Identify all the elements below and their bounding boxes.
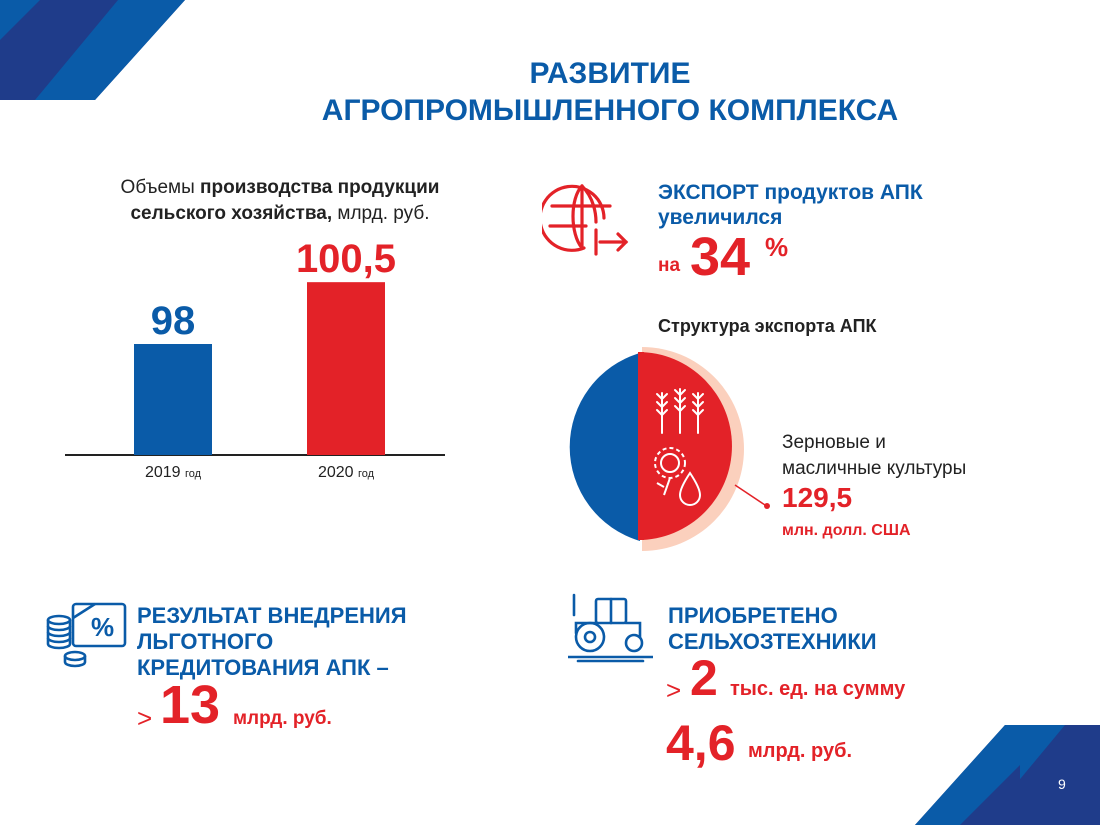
machinery-heading: ПРИОБРЕТЕНО СЕЛЬХОЗТЕХНИКИ — [668, 603, 988, 655]
credit-heading-line-1: РЕЗУЛЬТАТ ВНЕДРЕНИЯ — [137, 603, 407, 628]
export-unit: % — [765, 232, 789, 262]
svg-text:%: % — [91, 612, 114, 642]
coins-percent-icon: % — [46, 602, 127, 668]
bar-2019 — [134, 344, 212, 455]
machinery-sum-value: 4,6 — [666, 715, 736, 771]
pie-label: Зерновые и масличные культуры — [782, 430, 966, 482]
pie-leader-dot — [764, 503, 770, 509]
pie-value: 129,5 — [782, 482, 853, 513]
bar-value-label-2020: 100,5 — [296, 237, 396, 281]
production-caption: Объемы производства продукции сельского … — [60, 175, 500, 227]
globe-arrow-icon — [542, 184, 629, 256]
caption-suffix: млрд. руб. — [332, 203, 430, 224]
title-line-1: РАЗВИТИЕ — [529, 57, 691, 90]
pie-label-line-1: Зерновые и — [782, 432, 886, 453]
caption-bold-2: сельского хозяйства, — [130, 203, 333, 224]
bar-2020 — [307, 282, 385, 455]
caption-bold-1: производства продукции — [200, 177, 440, 198]
pie-label-line-2: масличные культуры — [782, 458, 967, 479]
structure-title: Структура экспорта АПК — [658, 316, 877, 336]
sunflower-icon — [654, 447, 686, 496]
pie-leader-line — [734, 484, 766, 506]
page-number: 9 — [1058, 776, 1066, 792]
export-heading-line-2: увеличился — [658, 206, 783, 229]
pie-unit: млн. долл. США — [782, 522, 911, 539]
production-bar-chart: 98 2019 год 100,5 2020 год — [65, 237, 445, 481]
machinery-heading-line-2: СЕЛЬХОЗТЕХНИКИ — [668, 629, 877, 654]
caption-prefix: Объемы — [120, 177, 201, 198]
corner-decoration-top-left — [0, 0, 185, 100]
export-structure-pie — [569, 347, 770, 551]
machinery-text: тыс. ед. на сумму — [730, 678, 906, 700]
export-prefix: на — [658, 255, 681, 276]
credit-unit: млрд. руб. — [233, 708, 332, 729]
credit-heading-line-3: КРЕДИТОВАНИЯ АПК – — [137, 655, 389, 680]
export-value: 34 — [690, 227, 751, 287]
bar-value-label-2019: 98 — [151, 299, 196, 343]
export-heading: ЭКСПОРТ продуктов АПК увеличился — [658, 180, 1078, 230]
machinery-sum-unit: млрд. руб. — [748, 740, 853, 762]
machinery-greater-sign: > — [666, 675, 682, 705]
title-line-2: АГРОПРОМЫШЛЕННОГО КОМПЛЕКСА — [321, 94, 899, 127]
machinery-heading-line-1: ПРИОБРЕТЕНО — [668, 603, 838, 628]
pie-slice-other — [569, 353, 640, 541]
corner-decoration-bottom-right — [915, 725, 1100, 825]
credit-value: 13 — [160, 675, 221, 735]
tractor-icon — [568, 593, 653, 663]
page-title: РАЗВИТИЕ АГРОПРОМЫШЛЕННОГО КОМПЛЕКСА — [230, 55, 990, 129]
credit-heading-line-2: ЛЬГОТНОГО — [137, 629, 274, 654]
machinery-value: 2 — [690, 650, 718, 706]
wheat-icon — [656, 388, 704, 434]
export-heading-line-1: ЭКСПОРТ продуктов АПК — [658, 181, 923, 204]
credit-greater-sign: > — [137, 703, 153, 733]
pie-slice-grain-oil-shadow — [638, 352, 644, 540]
oil-drop-icon — [678, 471, 702, 506]
category-label-2020: 2020 год — [318, 464, 375, 481]
category-label-2019: 2019 год — [145, 464, 202, 481]
credit-heading: РЕЗУЛЬТАТ ВНЕДРЕНИЯ ЛЬГОТНОГО КРЕДИТОВАН… — [137, 603, 457, 681]
